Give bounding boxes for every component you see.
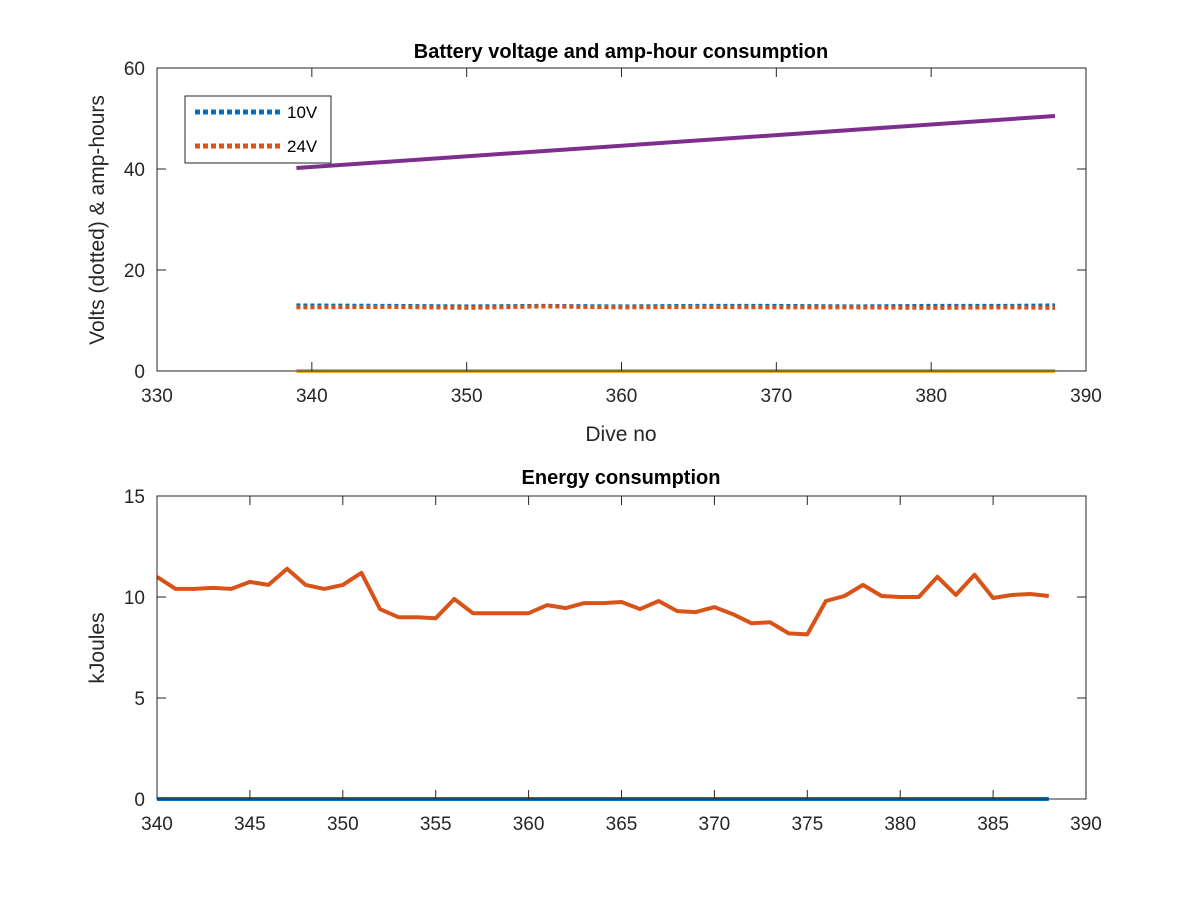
y-tick-label: 20	[124, 261, 145, 282]
series-line-1	[155, 566, 1050, 637]
y-axis-label: kJoules	[86, 612, 109, 683]
y-tick-label: 0	[134, 362, 145, 383]
series-layer	[155, 566, 1050, 801]
y-tick-label: 60	[124, 59, 145, 80]
x-tick-label: 340	[296, 386, 328, 407]
x-tick-label: 390	[1070, 814, 1102, 835]
x-tick-label: 330	[141, 386, 173, 407]
x-tick-label: 370	[699, 814, 731, 835]
chart-title: Energy consumption	[522, 467, 721, 489]
x-tick-label: 390	[1070, 386, 1102, 407]
x-tick-label: 385	[977, 814, 1009, 835]
x-tick-label: 340	[141, 814, 173, 835]
legend-box	[184, 95, 332, 164]
x-tick-label: 345	[234, 814, 266, 835]
legend-label-24v: 24V	[287, 137, 318, 156]
x-tick-label: 360	[513, 814, 545, 835]
series-line-2	[296, 114, 1056, 170]
x-axis-label: Dive no	[585, 423, 656, 446]
legend-label-10v: 10V	[287, 103, 318, 122]
y-tick-label: 0	[134, 790, 145, 811]
x-tick-label: 360	[606, 386, 638, 407]
ticks: 330 340 350 360 370 380 390 0 20 40 60	[124, 59, 1102, 407]
x-tick-label: 350	[327, 814, 359, 835]
y-tick-label: 10	[124, 588, 145, 609]
y-tick-label: 5	[134, 689, 145, 710]
series-layer	[296, 114, 1056, 373]
x-tick-label: 370	[760, 386, 792, 407]
x-tick-label: 375	[791, 814, 823, 835]
energy-consumption-chart: Energy consumption 340 345 350 355 360 365 370…	[86, 467, 1102, 835]
y-axis-label: Volts (dotted) & amp-hours	[86, 95, 109, 345]
x-tick-label: 350	[451, 386, 483, 407]
x-tick-label: 365	[606, 814, 638, 835]
x-tick-label: 380	[884, 814, 916, 835]
chart-title: Battery voltage and amp-hour consumption	[414, 41, 828, 63]
series-line-1	[296, 304, 1056, 310]
x-tick-label: 355	[420, 814, 452, 835]
y-tick-label: 40	[124, 160, 145, 181]
x-tick-label: 380	[915, 386, 947, 407]
plot-frame	[156, 495, 1087, 800]
battery-voltage-chart: Battery voltage and amp-hour consumption…	[86, 41, 1102, 446]
y-tick-label: 15	[124, 487, 145, 508]
ticks: 340 345 350 355 360 365 370 375 380 385 390 0 5 10 15	[124, 487, 1102, 835]
legend: 10V 24V	[184, 95, 332, 164]
